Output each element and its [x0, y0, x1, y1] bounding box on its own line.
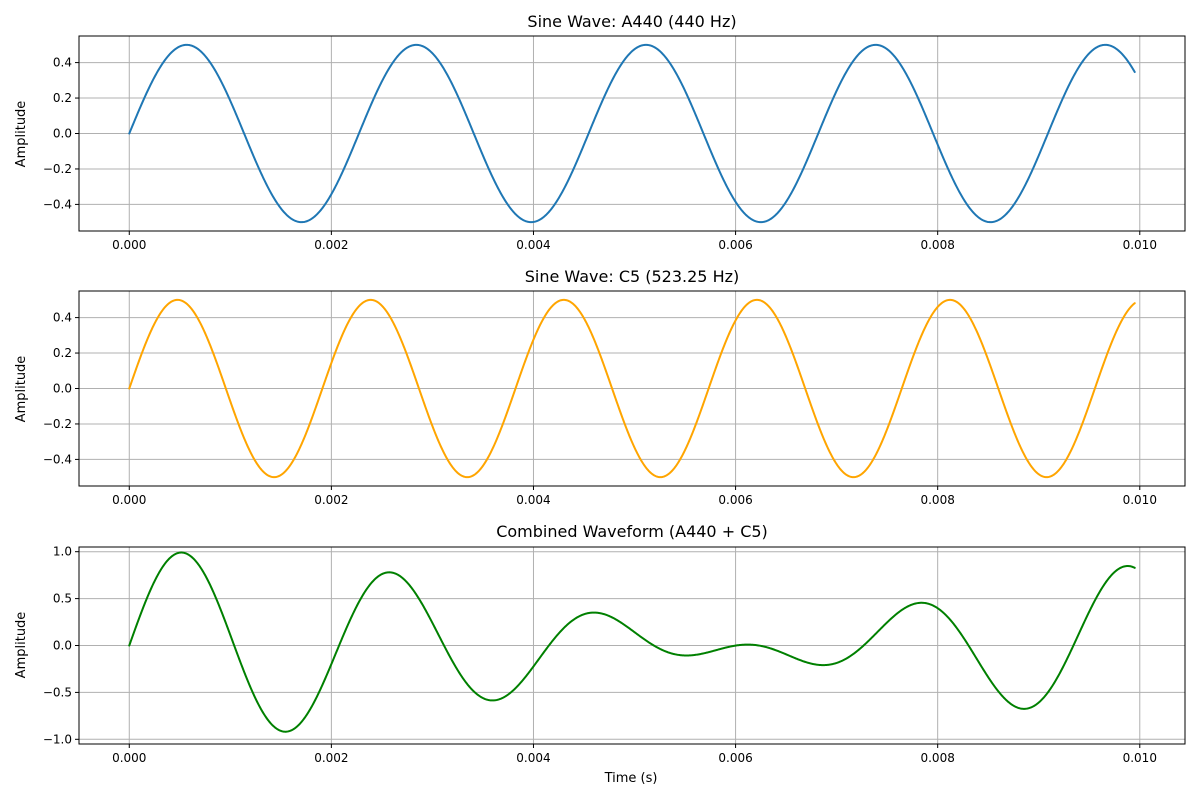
y-tick-label: 0.4 [53, 56, 72, 70]
x-tick-label: 0.004 [516, 751, 550, 765]
x-tick-label: 0.008 [920, 751, 954, 765]
y-tick-label: 0.2 [53, 346, 72, 360]
x-tick-label: 0.004 [516, 493, 550, 507]
x-tick-label: 0.006 [718, 493, 752, 507]
series-line [128, 551, 1136, 733]
y-tick-label: −0.4 [43, 452, 72, 466]
x-tick-label: 0.000 [112, 751, 146, 765]
y-tick-label: 0.4 [53, 311, 72, 325]
chart-title: Sine Wave: A440 (440 Hz) [527, 12, 736, 31]
x-tick-label: 0.006 [718, 238, 752, 252]
series-line [128, 43, 1136, 224]
x-tick-label: 0.002 [314, 751, 348, 765]
y-axis-label: Amplitude [14, 101, 29, 168]
subplot-combined: Combined Waveform (A440 + C5) Amplitude … [14, 522, 1186, 786]
x-tick-label: 0.010 [1123, 493, 1157, 507]
y-tick-label: −0.2 [43, 162, 72, 176]
y-tick-label: −0.4 [43, 197, 72, 211]
x-tick-label: 0.004 [516, 238, 550, 252]
x-tick-label: 0.000 [112, 238, 146, 252]
x-tick-label: 0.002 [314, 238, 348, 252]
grid [79, 547, 1185, 744]
y-tick-label: 0.0 [53, 127, 72, 141]
subplot-c5: Sine Wave: C5 (523.25 Hz) Amplitude 0.00… [14, 267, 1186, 507]
grid [79, 291, 1185, 486]
y-tick-label: 0.2 [53, 91, 72, 105]
y-tick-label: −0.2 [43, 417, 72, 431]
x-axis-label: Time (s) [604, 771, 658, 786]
x-tick-label: 0.000 [112, 493, 146, 507]
y-axis-label: Amplitude [14, 612, 29, 679]
x-tick-label: 0.008 [920, 238, 954, 252]
x-tick-label: 0.010 [1123, 238, 1157, 252]
x-tick-label: 0.006 [718, 751, 752, 765]
y-tick-label: 0.0 [53, 639, 72, 653]
x-tick-label: 0.002 [314, 493, 348, 507]
x-tick-label: 0.010 [1123, 751, 1157, 765]
y-tick-label: 0.0 [53, 382, 72, 396]
subplot-a440: Sine Wave: A440 (440 Hz) Amplitude 0.000… [14, 12, 1186, 252]
y-tick-label: −0.5 [43, 685, 72, 699]
y-tick-label: 0.5 [53, 592, 72, 606]
series-line [128, 298, 1136, 479]
chart-title: Combined Waveform (A440 + C5) [496, 522, 768, 541]
y-axis-label: Amplitude [14, 356, 29, 423]
chart-title: Sine Wave: C5 (523.25 Hz) [525, 267, 739, 286]
x-tick-label: 0.008 [920, 493, 954, 507]
y-tick-label: −1.0 [43, 732, 72, 746]
y-tick-label: 1.0 [53, 545, 72, 559]
grid [79, 36, 1185, 231]
